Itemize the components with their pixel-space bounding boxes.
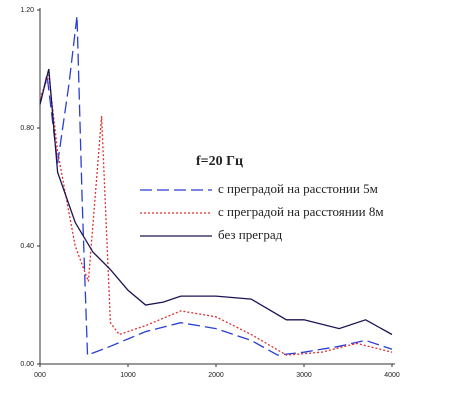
legend-label: с преградой на расстонии 5м (218, 181, 378, 196)
x-tick-label: 2000 (208, 372, 224, 379)
x-tick-label: 1000 (120, 372, 136, 379)
x-tick-label: 4000 (384, 372, 400, 379)
series-line (39, 74, 393, 356)
series-line (39, 68, 393, 336)
legend-label: без преград (218, 227, 283, 242)
y-tick-label: 0.00 (20, 361, 34, 368)
legend-label: с преградой на расстоянии 8м (218, 204, 384, 219)
x-tick-label: 3000 (296, 372, 312, 379)
y-tick-label: 0.40 (20, 243, 34, 250)
y-tick-label: 1.20 (20, 7, 34, 14)
series-line (39, 15, 393, 357)
legend-title: f=20 Гц (196, 154, 243, 169)
x-tick-label: 000 (34, 372, 46, 379)
y-tick-label: 0.80 (20, 125, 34, 132)
